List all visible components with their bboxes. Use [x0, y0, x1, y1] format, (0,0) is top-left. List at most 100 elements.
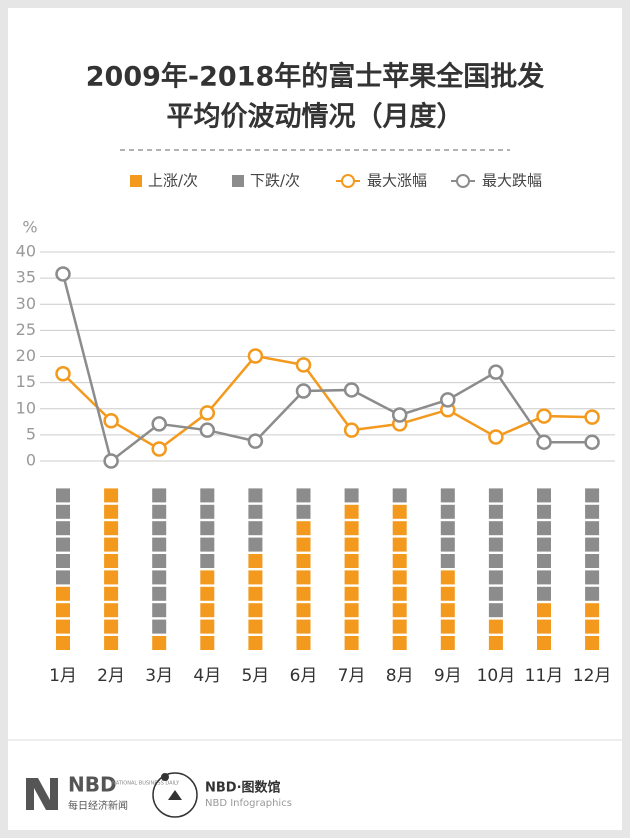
bar-square — [56, 603, 70, 618]
bar-segment — [344, 504, 359, 650]
bar-square — [537, 603, 551, 618]
bar-square — [152, 554, 167, 568]
bar-square — [488, 586, 503, 601]
y-tick-label: 0 — [26, 451, 36, 470]
line-point — [151, 441, 167, 457]
x-tick-label: 6月 — [290, 666, 318, 686]
bar-square — [392, 554, 407, 568]
line-point — [391, 407, 408, 423]
bar-square — [488, 619, 503, 634]
bar-square — [56, 554, 70, 568]
bar-square — [488, 537, 503, 552]
legend-swatch — [456, 174, 470, 188]
line-point — [536, 408, 552, 424]
bar-square — [104, 636, 119, 650]
bar-square — [200, 537, 215, 552]
bar-square — [585, 586, 600, 601]
bar-square — [585, 537, 600, 552]
bar-square — [344, 521, 359, 536]
y-tick-label: 10 — [16, 398, 36, 417]
bar-square — [440, 504, 455, 519]
x-tick-label: 11月 — [525, 666, 564, 686]
bar-square — [152, 488, 167, 503]
line-point — [247, 348, 264, 364]
bar-segment — [296, 488, 311, 519]
x-tick-label: 5月 — [241, 666, 269, 686]
bar-segment — [152, 636, 167, 650]
bar-segment — [392, 488, 407, 503]
line-point — [488, 429, 504, 445]
bar-square — [152, 619, 167, 634]
bar-square — [296, 586, 311, 601]
bar-segment — [537, 488, 551, 601]
legend-swatch — [130, 175, 142, 187]
bar-square — [440, 570, 455, 585]
line-point — [343, 382, 360, 398]
bar-square — [344, 537, 359, 552]
bar-square — [296, 570, 311, 585]
bar-square — [344, 504, 359, 519]
bar-square — [440, 603, 455, 618]
bar-segment — [200, 488, 215, 568]
bar-square — [537, 521, 551, 536]
legend-label: 上涨/次 — [148, 172, 198, 190]
brand-en: NBD Infographics — [205, 798, 292, 809]
brand-icon — [152, 772, 198, 818]
logo-text: NBD — [68, 773, 117, 797]
y-tick-label: 30 — [16, 294, 36, 313]
bar-segment — [56, 586, 70, 650]
bar-square — [344, 636, 359, 650]
bar-square — [248, 488, 263, 503]
bar-square — [392, 488, 407, 503]
x-tick-label: 12月 — [573, 666, 612, 686]
y-tick-label: 25 — [16, 320, 36, 339]
bar-segment — [344, 488, 359, 503]
line — [62, 354, 593, 451]
bar-square — [585, 504, 600, 519]
bar-segment — [585, 488, 600, 601]
line-point — [343, 422, 360, 438]
x-tick-label: 2月 — [97, 666, 125, 686]
bar-segment — [537, 603, 551, 650]
bar-segment — [56, 488, 70, 585]
bar-square — [248, 554, 263, 568]
bar-square — [392, 504, 407, 519]
bar-square — [585, 603, 600, 618]
x-tick-label: 4月 — [193, 666, 221, 686]
line-point — [55, 266, 71, 282]
bar-segment — [248, 554, 263, 650]
bar-square — [537, 488, 551, 503]
bar-segment — [440, 570, 455, 650]
bar-square — [488, 504, 503, 519]
bar-square — [392, 636, 407, 650]
bar-square — [488, 488, 503, 503]
bar-square — [104, 570, 119, 585]
bar-square — [200, 636, 215, 650]
bar-square — [440, 619, 455, 634]
bar-square — [344, 488, 359, 503]
bar-square — [344, 570, 359, 585]
bar-square — [344, 586, 359, 601]
bar-square — [104, 554, 119, 568]
legend-swatch — [341, 174, 355, 188]
y-axis-label: % — [22, 218, 37, 237]
bar-square — [440, 488, 455, 503]
brand-icon-dot — [161, 773, 169, 781]
legend-label: 最大涨幅 — [367, 172, 427, 190]
bar-square — [104, 504, 119, 519]
line — [61, 273, 593, 464]
legend-swatch — [232, 175, 244, 187]
line-point — [536, 434, 552, 450]
logo-cn: 每日经济新闻 — [68, 799, 128, 812]
x-tick-label: 9月 — [434, 666, 462, 686]
bar-square — [104, 603, 119, 618]
title-line: 2009年-2018年的富士苹果全国批发 — [86, 61, 545, 93]
bar-square — [200, 521, 215, 536]
x-tick-label: 3月 — [145, 666, 173, 686]
bar-square — [104, 586, 119, 601]
bar-square — [440, 521, 455, 536]
nbd-logo — [26, 778, 58, 810]
bar-square — [440, 636, 455, 650]
bar-square — [104, 521, 119, 536]
